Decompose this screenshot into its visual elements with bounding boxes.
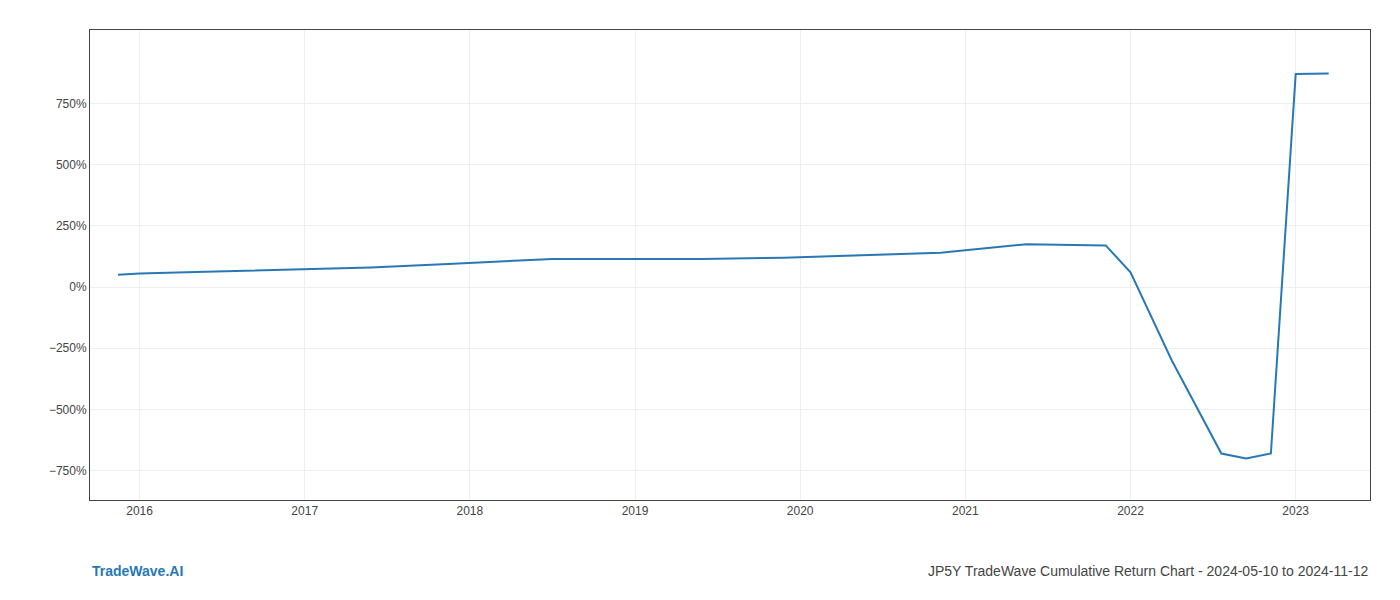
svg-text:−250%: −250% — [49, 341, 87, 355]
svg-text:2020: 2020 — [787, 504, 814, 518]
svg-text:2019: 2019 — [622, 504, 649, 518]
svg-text:2021: 2021 — [952, 504, 979, 518]
svg-text:−750%: −750% — [49, 464, 87, 478]
svg-text:500%: 500% — [56, 158, 87, 172]
svg-text:250%: 250% — [56, 219, 87, 233]
svg-text:−500%: −500% — [49, 403, 87, 417]
svg-text:2018: 2018 — [457, 504, 484, 518]
svg-text:TradeWave.AI: TradeWave.AI — [92, 563, 183, 579]
svg-text:2023: 2023 — [1282, 504, 1309, 518]
svg-text:2022: 2022 — [1117, 504, 1144, 518]
svg-text:2017: 2017 — [291, 504, 318, 518]
svg-text:2016: 2016 — [126, 504, 153, 518]
svg-text:750%: 750% — [56, 97, 87, 111]
svg-text:0%: 0% — [69, 280, 87, 294]
svg-text:JP5Y TradeWave Cumulative Retu: JP5Y TradeWave Cumulative Return Chart -… — [928, 563, 1368, 579]
